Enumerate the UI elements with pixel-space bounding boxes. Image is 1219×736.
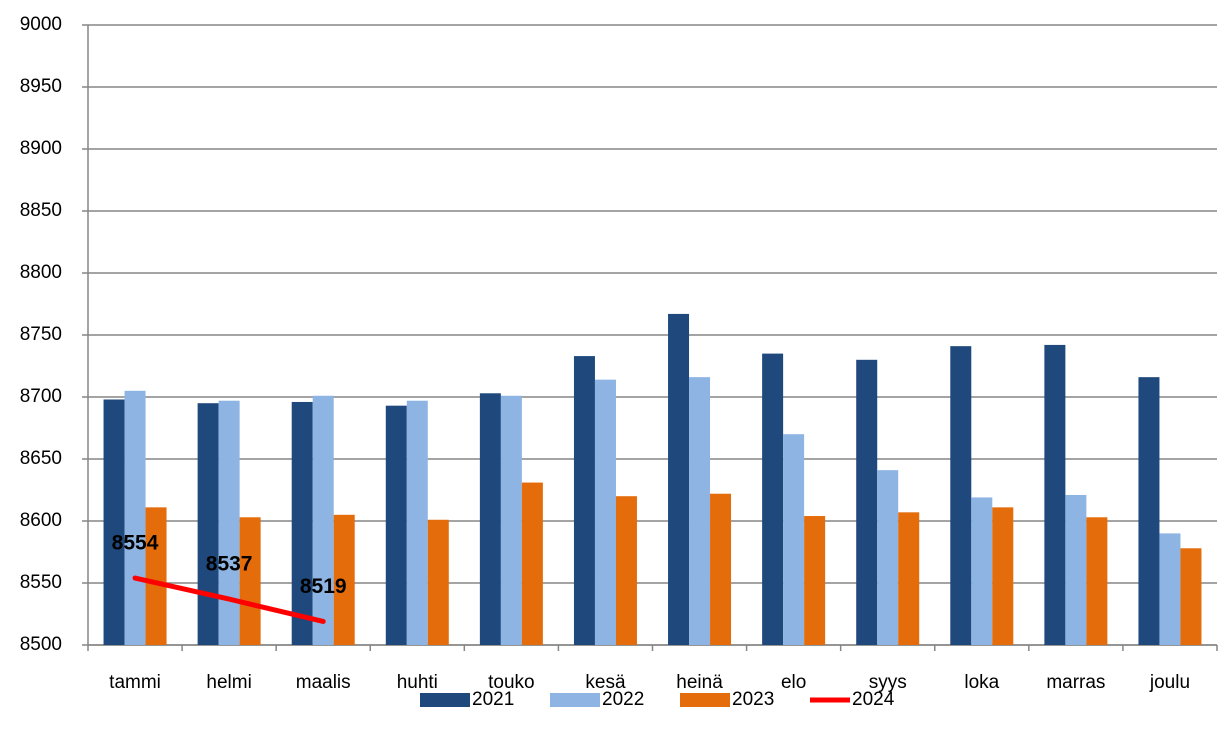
bar bbox=[1138, 377, 1160, 645]
bar bbox=[992, 507, 1014, 645]
bar bbox=[898, 512, 920, 645]
bar bbox=[594, 379, 616, 645]
x-tick-label: kesä bbox=[585, 672, 626, 693]
bar bbox=[783, 434, 805, 645]
bar bbox=[710, 493, 732, 645]
line-series bbox=[132, 575, 326, 624]
y-tick-label: 8500 bbox=[20, 634, 62, 655]
legend-label: 2022 bbox=[602, 689, 644, 710]
x-tick-label: huhti bbox=[397, 672, 438, 693]
y-tick-label: 8800 bbox=[20, 262, 62, 283]
bar bbox=[804, 516, 826, 645]
y-tick-label: 8650 bbox=[20, 448, 62, 469]
y-tick-label: 9000 bbox=[20, 14, 62, 35]
x-tick-label: tammi bbox=[109, 672, 161, 693]
legend-label: 2023 bbox=[732, 689, 774, 710]
x-tick-label: marras bbox=[1046, 672, 1105, 693]
bar bbox=[689, 377, 711, 645]
bar bbox=[1044, 344, 1066, 645]
bar bbox=[877, 470, 899, 645]
x-tick-label: heinä bbox=[676, 672, 723, 693]
data-label: 8554 bbox=[112, 532, 159, 555]
x-tick-label: syys bbox=[869, 672, 907, 693]
bar bbox=[385, 405, 407, 645]
y-tick-label: 8950 bbox=[20, 76, 62, 97]
legend-swatch bbox=[420, 693, 470, 707]
bar bbox=[1180, 548, 1202, 645]
bar bbox=[291, 401, 313, 645]
bar bbox=[971, 497, 993, 645]
legend-swatch bbox=[680, 693, 730, 707]
bar bbox=[333, 514, 355, 645]
legend-swatch bbox=[550, 693, 600, 707]
bar bbox=[239, 517, 261, 645]
bar bbox=[197, 403, 219, 645]
bar bbox=[124, 390, 146, 645]
y-tick-label: 8750 bbox=[20, 324, 62, 345]
x-tick-label: elo bbox=[781, 672, 806, 693]
x-tick-label: maalis bbox=[296, 672, 351, 693]
x-tick-label: helmi bbox=[206, 672, 251, 693]
bar bbox=[218, 400, 240, 645]
bar bbox=[145, 507, 167, 645]
bar bbox=[615, 496, 637, 645]
legend-label: 2024 bbox=[852, 689, 895, 710]
bar bbox=[856, 359, 878, 645]
bar bbox=[479, 393, 501, 645]
y-tick-label: 8600 bbox=[20, 510, 62, 531]
y-tick-label: 8900 bbox=[20, 138, 62, 159]
x-tick-label: joulu bbox=[1149, 672, 1190, 693]
bar bbox=[573, 356, 595, 645]
bar bbox=[406, 400, 428, 645]
y-tick-label: 8850 bbox=[20, 200, 62, 221]
data-label: 8537 bbox=[206, 553, 253, 576]
bar bbox=[762, 353, 784, 645]
bar bbox=[312, 395, 334, 645]
bar bbox=[103, 399, 125, 645]
bar bbox=[500, 395, 522, 645]
x-tick-label: loka bbox=[964, 672, 999, 693]
y-tick-label: 8550 bbox=[20, 572, 62, 593]
bar bbox=[1086, 517, 1108, 645]
legend-label: 2021 bbox=[472, 689, 514, 710]
x-tick-label: touko bbox=[488, 672, 534, 693]
bar bbox=[1159, 533, 1181, 645]
bar bbox=[521, 482, 543, 645]
data-label: 8519 bbox=[300, 575, 347, 598]
bar bbox=[427, 519, 449, 645]
bar bbox=[950, 346, 972, 645]
y-tick-label: 8700 bbox=[20, 386, 62, 407]
bar bbox=[668, 313, 690, 645]
bar bbox=[1065, 494, 1087, 645]
